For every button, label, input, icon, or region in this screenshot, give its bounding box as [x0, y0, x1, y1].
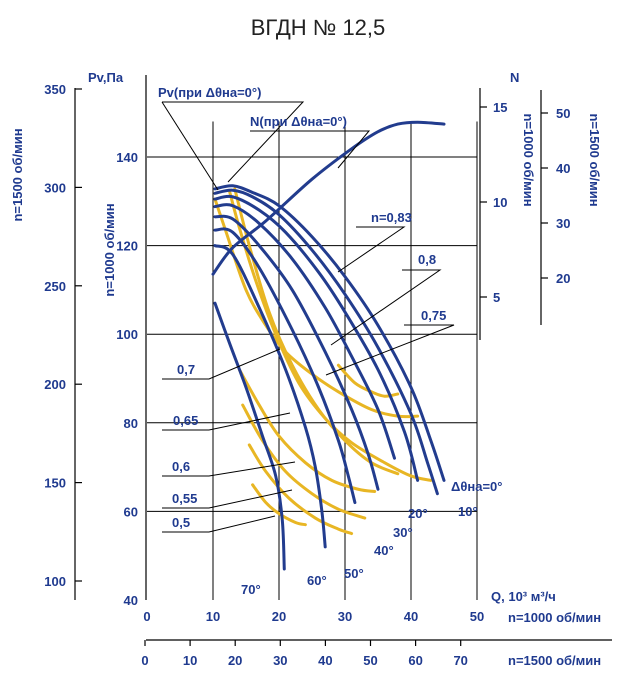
x-axis-1500-title: n=1500 об/мин — [508, 653, 601, 668]
y-tick-1000-label: 140 — [116, 150, 138, 165]
x-tick-1500-label: 40 — [318, 653, 332, 668]
y-tick-1000-label: 40 — [124, 593, 138, 608]
angle-label: 70° — [241, 582, 261, 597]
efficiency-label: 0,75 — [421, 308, 446, 323]
efficiency-leader-line — [162, 461, 296, 477]
n-axis-1000-title: n=1000 об/мин — [521, 113, 536, 206]
x-tick-1000-label: 30 — [338, 609, 352, 624]
n-tick-1500-label: 40 — [556, 161, 570, 176]
efficiency-label: 0,65 — [173, 413, 198, 428]
x-tick-1500-label: 0 — [141, 653, 148, 668]
pv-curve-label: Pv(при Δθна=0°) — [158, 85, 261, 100]
efficiency-curve-0,55 — [247, 443, 354, 536]
axes — [74, 75, 612, 646]
x-tick-1000-label: 50 — [470, 609, 484, 624]
angle-label: 60° — [307, 573, 327, 588]
y-tick-1500-label: 200 — [44, 377, 66, 392]
power-curve-group — [211, 120, 446, 276]
power-axis-title: N — [510, 70, 519, 85]
efficiency-label: 0,6 — [172, 459, 190, 474]
pressure-curve-60° — [213, 244, 327, 549]
efficiency-leader-line — [162, 412, 291, 431]
labels: 4060801001201401001502002503003505101520… — [10, 70, 602, 668]
efficiency-label: 0,7 — [177, 362, 195, 377]
angle-label: 40° — [374, 543, 394, 558]
x-tick-1500-label: 20 — [228, 653, 242, 668]
pressure-curve-40° — [213, 214, 380, 491]
angle-label: 20° — [408, 506, 428, 521]
pressure-curve-20° — [213, 194, 420, 482]
efficiency-label: n=0,83 — [371, 210, 412, 225]
x-tick-1500-label: 30 — [273, 653, 287, 668]
y-tick-1500-label: 300 — [44, 180, 66, 195]
efficiency-curve-0,7 — [233, 187, 400, 476]
y-tick-1000-label: 100 — [116, 327, 138, 342]
y-tick-1000-label: 80 — [124, 416, 138, 431]
angle-label: 30° — [393, 525, 413, 540]
efficiency-label: 0,5 — [172, 515, 190, 530]
efficiency-curve-0,6 — [241, 403, 367, 520]
efficiency-curve-0,65 — [237, 368, 377, 493]
n-tick-1500-label: 30 — [556, 216, 570, 231]
efficiency-curve-0,5 — [251, 483, 307, 527]
efficiency-leader-line — [162, 348, 281, 380]
angle-label: 50° — [344, 566, 364, 581]
y-axis-1000-title: n=1000 об/мин — [102, 203, 117, 296]
x-tick-1500-label: 10 — [183, 653, 197, 668]
x-tick-1500-label: 60 — [408, 653, 422, 668]
efficiency-leader-line — [325, 324, 455, 376]
n-tick-1000-label: 5 — [493, 290, 500, 305]
angle-label: Δθна=0° — [451, 479, 502, 494]
y-tick-1500-label: 250 — [44, 279, 66, 294]
pressure-curve-Δθна=0° — [213, 184, 446, 482]
efficiency-leader-line — [162, 489, 293, 509]
y-axis-1500-title: n=1500 об/мин — [10, 128, 25, 221]
n-tick-1500-label: 50 — [556, 106, 570, 121]
n-tick-1500-label: 20 — [556, 271, 570, 286]
pv-leader-line — [161, 101, 219, 191]
y-tick-1500-label: 150 — [44, 476, 66, 491]
x-tick-1000-label: 40 — [404, 609, 418, 624]
n-leader-line — [250, 130, 371, 169]
n-tick-1000-label: 15 — [493, 100, 507, 115]
grid — [147, 121, 478, 600]
n-axis-1500-title: n=1500 об/мин — [587, 113, 602, 206]
efficiency-leader-line — [330, 269, 442, 346]
x-tick-1000-label: 0 — [143, 609, 150, 624]
x-tick-1500-label: 70 — [453, 653, 467, 668]
efficiency-label: 0,55 — [172, 491, 197, 506]
efficiency-leader-line — [162, 515, 276, 533]
pressure-curves — [213, 184, 446, 571]
pressure-curve-10° — [213, 188, 439, 496]
y-tick-1000-label: 120 — [116, 239, 138, 254]
n-curve-label: N(при Δθна=0°) — [250, 114, 347, 129]
efficiency-leader-line — [337, 226, 406, 273]
efficiency-curve-0,75 — [228, 189, 433, 482]
y-tick-1000-label: 60 — [124, 504, 138, 519]
pv-leader-line — [162, 101, 305, 183]
x-tick-1000-label: 20 — [272, 609, 286, 624]
chart-title: ВГДН № 12,5 — [251, 15, 386, 40]
x-axis-1000-title: n=1000 об/мин — [508, 610, 601, 625]
x-tick-1500-label: 50 — [363, 653, 377, 668]
pressure-curve-70° — [213, 301, 286, 571]
n-tick-1000-label: 10 — [493, 195, 507, 210]
y-axis-title: Pv,Па — [88, 70, 124, 85]
pressure-curve-30° — [213, 203, 396, 460]
efficiency-label: 0,8 — [418, 252, 436, 267]
x-tick-1000-label: 10 — [206, 609, 220, 624]
pressure-curve-50° — [213, 227, 357, 505]
x-axis-title: Q, 10³ м³/ч — [491, 589, 556, 604]
angle-label: 10° — [458, 504, 478, 519]
y-tick-1500-label: 350 — [44, 82, 66, 97]
y-tick-1500-label: 100 — [44, 574, 66, 589]
power-curve — [211, 120, 446, 276]
